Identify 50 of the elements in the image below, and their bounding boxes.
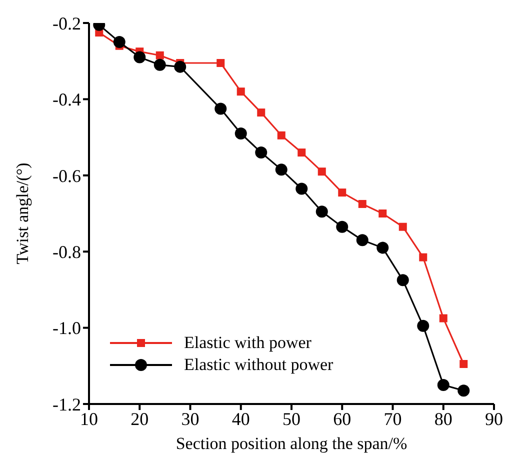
point <box>396 274 409 286</box>
point <box>398 222 407 231</box>
y-tick-label: -0.8 <box>52 242 81 262</box>
point <box>356 234 368 246</box>
point <box>156 51 164 60</box>
point <box>216 59 225 68</box>
x-tick-label: 40 <box>232 408 250 429</box>
y-tick-label: -0.6 <box>52 166 81 186</box>
point <box>378 210 387 218</box>
point <box>439 314 448 322</box>
point <box>134 51 146 64</box>
x-tick-label: 20 <box>130 408 149 429</box>
x-tick-label: 70 <box>384 408 402 429</box>
x-tick-label: 60 <box>333 408 352 429</box>
x-tick-label: 50 <box>282 408 300 429</box>
point <box>214 102 227 115</box>
point <box>316 206 328 218</box>
point <box>419 253 428 262</box>
point <box>255 146 268 159</box>
y-axis-title: Twist angle/(°) <box>13 162 32 264</box>
point <box>338 188 346 197</box>
point <box>113 36 126 48</box>
point <box>257 108 266 117</box>
x-tick-label: 10 <box>80 408 98 429</box>
point <box>437 378 450 391</box>
x-tick-label: 90 <box>485 408 503 429</box>
point <box>336 220 348 233</box>
x-tick-label: 30 <box>181 408 200 429</box>
point <box>275 164 288 176</box>
point <box>154 58 166 71</box>
point <box>277 131 286 140</box>
point <box>460 360 468 368</box>
y-tick-label: -1.2 <box>52 394 81 414</box>
legend-label: Elastic without power <box>184 355 334 375</box>
point <box>236 88 245 96</box>
x-tick-label: 80 <box>434 408 452 429</box>
point <box>376 242 389 254</box>
y-tick-label: -1.0 <box>52 318 81 338</box>
y-tick-label: -0.4 <box>52 90 81 110</box>
point <box>174 60 186 73</box>
legend-label: Elastic with power <box>184 333 312 353</box>
point <box>318 168 326 176</box>
point <box>298 148 306 157</box>
x-axis-title: Section position along the span/% <box>176 434 408 453</box>
point <box>234 127 247 140</box>
point <box>417 320 430 332</box>
point <box>358 200 366 208</box>
point <box>296 182 308 195</box>
point <box>458 384 470 397</box>
y-tick-label: -0.2 <box>52 13 81 34</box>
